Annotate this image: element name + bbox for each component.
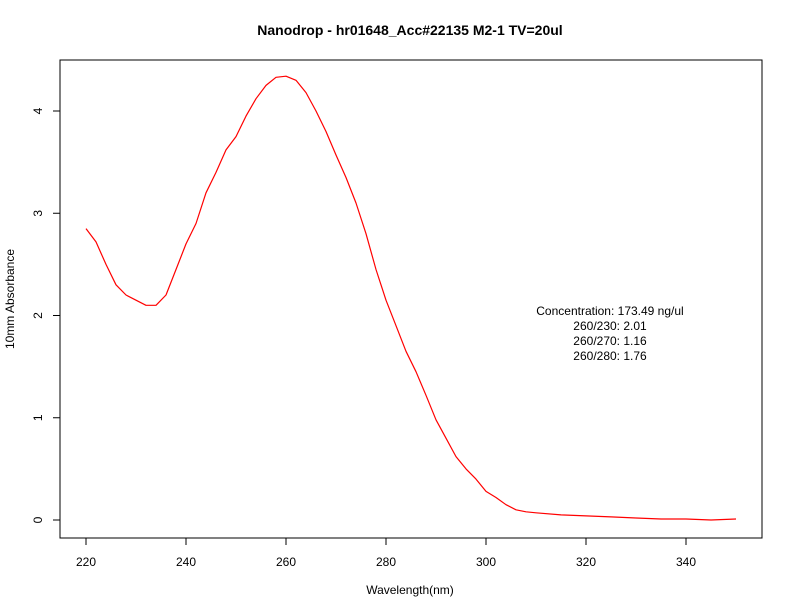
y-tick-label: 1 <box>31 414 45 421</box>
chart-title: Nanodrop - hr01648_Acc#22135 M2-1 TV=20u… <box>257 22 562 38</box>
x-axis-label: Wavelength(nm) <box>366 583 454 597</box>
ratio-annotation: 260/270: 1.16 <box>573 334 647 348</box>
ratio-annotation: 260/230: 2.01 <box>573 319 647 333</box>
x-tick-label: 340 <box>676 555 696 569</box>
y-axis: 0 1 2 3 4 <box>31 107 61 523</box>
concentration-annotation: Concentration: 173.49 ng/ul <box>536 304 683 318</box>
ratio-annotation: 260/280: 1.76 <box>573 349 647 363</box>
y-tick-label: 4 <box>31 107 45 114</box>
x-tick-label: 300 <box>476 555 496 569</box>
y-tick-label: 2 <box>31 312 45 319</box>
x-tick-label: 240 <box>176 555 196 569</box>
y-axis-label: 10mm Absorbance <box>3 249 17 349</box>
x-tick-label: 320 <box>576 555 596 569</box>
x-axis: 220 240 260 280 300 320 340 <box>76 537 696 569</box>
x-tick-label: 260 <box>276 555 296 569</box>
y-tick-label: 3 <box>31 210 45 217</box>
x-tick-label: 220 <box>76 555 96 569</box>
x-tick-label: 280 <box>376 555 396 569</box>
series-layer <box>85 75 737 521</box>
y-tick-label: 0 <box>31 516 45 523</box>
absorbance-series-line <box>85 75 737 521</box>
